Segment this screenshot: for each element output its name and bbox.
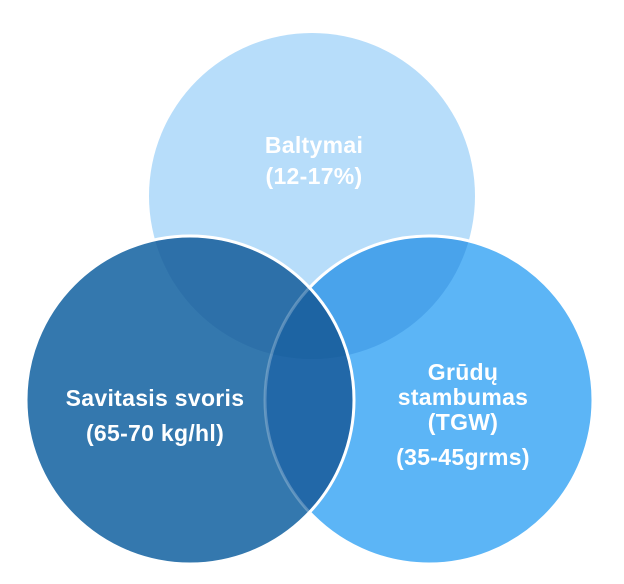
circle-savitasis-svoris-outline bbox=[24, 234, 356, 566]
circle-grudu-edge-under-savitasis bbox=[263, 236, 354, 564]
overlap-baltymai-grudu bbox=[265, 236, 475, 359]
overlap-baltymai-savitasis bbox=[149, 236, 354, 359]
